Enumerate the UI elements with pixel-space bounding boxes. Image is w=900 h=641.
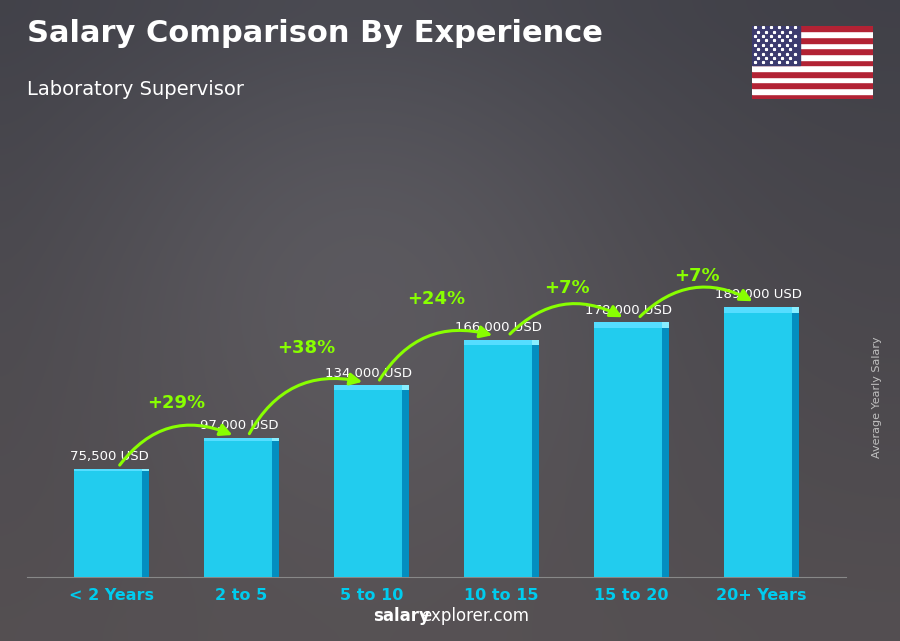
Bar <box>662 322 670 328</box>
Text: 97,000 USD: 97,000 USD <box>200 419 278 433</box>
Text: Salary Comparison By Experience: Salary Comparison By Experience <box>27 19 603 48</box>
Bar <box>752 82 873 88</box>
Bar <box>752 54 873 60</box>
Bar <box>752 60 873 65</box>
Bar <box>273 438 279 577</box>
Bar <box>752 43 873 48</box>
Text: 75,500 USD: 75,500 USD <box>69 450 148 463</box>
Bar <box>752 37 873 43</box>
Bar <box>752 65 873 71</box>
Bar <box>142 469 149 577</box>
Text: salary: salary <box>374 607 430 625</box>
Bar <box>533 340 539 345</box>
Bar <box>464 340 539 345</box>
Bar <box>752 26 800 65</box>
Bar <box>74 469 149 471</box>
Bar <box>752 94 873 99</box>
Bar <box>464 340 539 577</box>
Bar <box>594 322 670 577</box>
Text: 134,000 USD: 134,000 USD <box>326 367 412 379</box>
Bar <box>752 88 873 94</box>
Text: +7%: +7% <box>674 267 719 285</box>
Bar <box>203 438 279 577</box>
Bar <box>792 306 799 577</box>
Text: +38%: +38% <box>277 338 336 356</box>
Bar <box>724 306 799 577</box>
Text: 178,000 USD: 178,000 USD <box>585 304 672 317</box>
Bar <box>273 438 279 441</box>
Bar <box>752 48 873 54</box>
Bar <box>752 71 873 77</box>
Bar <box>402 385 410 390</box>
Bar <box>752 77 873 82</box>
Text: Average Yearly Salary: Average Yearly Salary <box>872 337 883 458</box>
Text: +24%: +24% <box>408 290 465 308</box>
Text: +29%: +29% <box>148 394 205 412</box>
Text: +7%: +7% <box>544 279 590 297</box>
Bar <box>752 26 873 31</box>
Bar <box>142 469 149 471</box>
Bar <box>402 385 410 577</box>
Text: 189,000 USD: 189,000 USD <box>716 288 802 301</box>
Bar <box>74 469 149 577</box>
Bar <box>334 385 410 577</box>
Bar <box>334 385 410 390</box>
Bar <box>203 438 279 441</box>
Bar <box>752 31 873 37</box>
Bar <box>594 322 670 328</box>
Text: Laboratory Supervisor: Laboratory Supervisor <box>27 80 244 99</box>
Text: explorer.com: explorer.com <box>421 607 529 625</box>
Bar <box>724 306 799 313</box>
Bar <box>662 322 670 577</box>
Text: 166,000 USD: 166,000 USD <box>455 320 543 334</box>
Bar <box>792 306 799 313</box>
Bar <box>533 340 539 577</box>
